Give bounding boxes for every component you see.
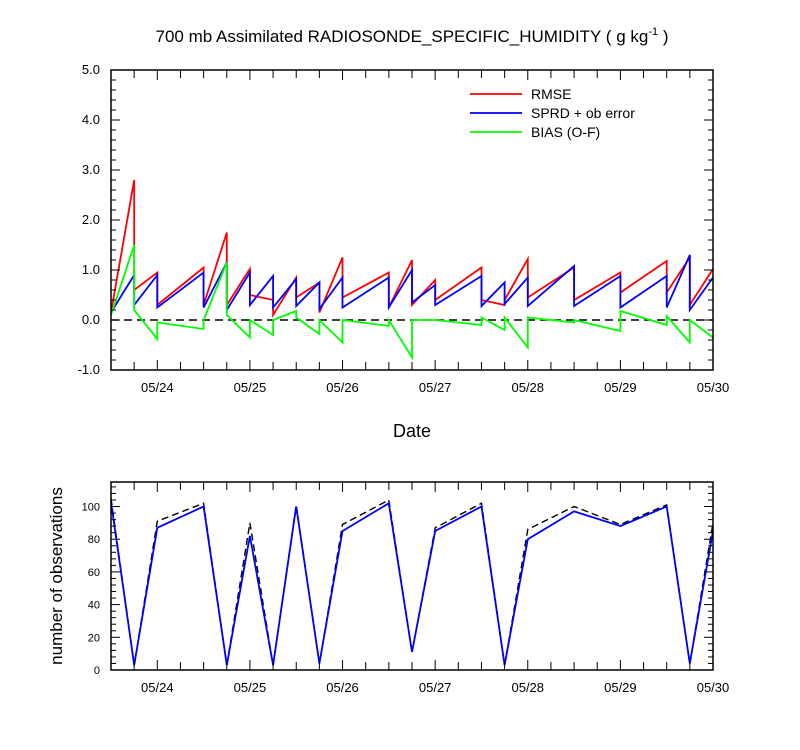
bottom-plot-frame — [110, 481, 714, 671]
legend-label-sprd: SPRD + ob error — [531, 105, 635, 121]
bottom-ytick-label: 100 — [82, 502, 100, 514]
y-axis-label: number of observations — [47, 487, 66, 665]
top-ytick-label: 2.0 — [82, 212, 100, 227]
top-xtick-label: 05/29 — [604, 380, 637, 395]
top-ytick-label: 3.0 — [82, 162, 100, 177]
bottom-xtick-label: 05/27 — [419, 680, 452, 695]
top-series-bias-o-f — [110, 244, 714, 361]
top-xtick-label: 05/25 — [234, 380, 267, 395]
legend: RMSE SPRD + ob error BIAS (O-F) — [470, 86, 635, 140]
bottom-xtick-label: 05/25 — [234, 680, 267, 695]
bottom-xtick-label: 05/29 — [604, 680, 637, 695]
bottom-xtick-label: 05/28 — [511, 680, 544, 695]
top-xtick-label: 05/27 — [419, 380, 452, 395]
bottom-ytick-label: 40 — [88, 600, 100, 612]
top-xtick-label: 05/24 — [141, 380, 174, 395]
top-ytick-label: 0.0 — [82, 312, 100, 327]
rmse-spread-bias-chart: 700 mb Assimilated RADIOSONDE_SPECIFIC_H… — [78, 26, 730, 441]
bottom-ytick-label: 20 — [88, 632, 100, 644]
top-ytick-label: -1.0 — [78, 362, 100, 377]
bottom-series-possible — [110, 498, 714, 666]
top-xtick-label: 05/30 — [697, 380, 730, 395]
top-xtick-label: 05/28 — [511, 380, 544, 395]
bottom-series-assimilated — [110, 501, 714, 666]
top-ytick-label: 5.0 — [82, 62, 100, 77]
legend-label-bias: BIAS (O-F) — [531, 124, 600, 140]
bottom-ytick-label: 0 — [94, 665, 100, 677]
bottom-ytick-label: 60 — [88, 567, 100, 579]
bottom-ytick-label: 80 — [88, 534, 100, 546]
bottom-xtick-label: 05/24 — [141, 680, 174, 695]
top-ytick-label: 4.0 — [82, 112, 100, 127]
observation-count-chart: 0 20 40 60 80 100 05/24 05/25 05/26 05/27 05/28 05/… — [47, 481, 730, 695]
title-superscript: -1 — [648, 26, 658, 38]
legend-label-rmse: RMSE — [531, 86, 571, 102]
title-closing: ) — [658, 27, 668, 46]
top-ytick-label: 1.0 — [82, 262, 100, 277]
x-axis-label: Date — [393, 421, 431, 441]
top-series-sprd-ob-error — [110, 254, 714, 314]
chart-title: 700 mb Assimilated RADIOSONDE_SPECIFIC_H… — [156, 26, 669, 46]
top-xtick-label: 05/26 — [326, 380, 359, 395]
bottom-xtick-label: 05/30 — [697, 680, 730, 695]
bottom-xtick-label: 05/26 — [326, 680, 359, 695]
